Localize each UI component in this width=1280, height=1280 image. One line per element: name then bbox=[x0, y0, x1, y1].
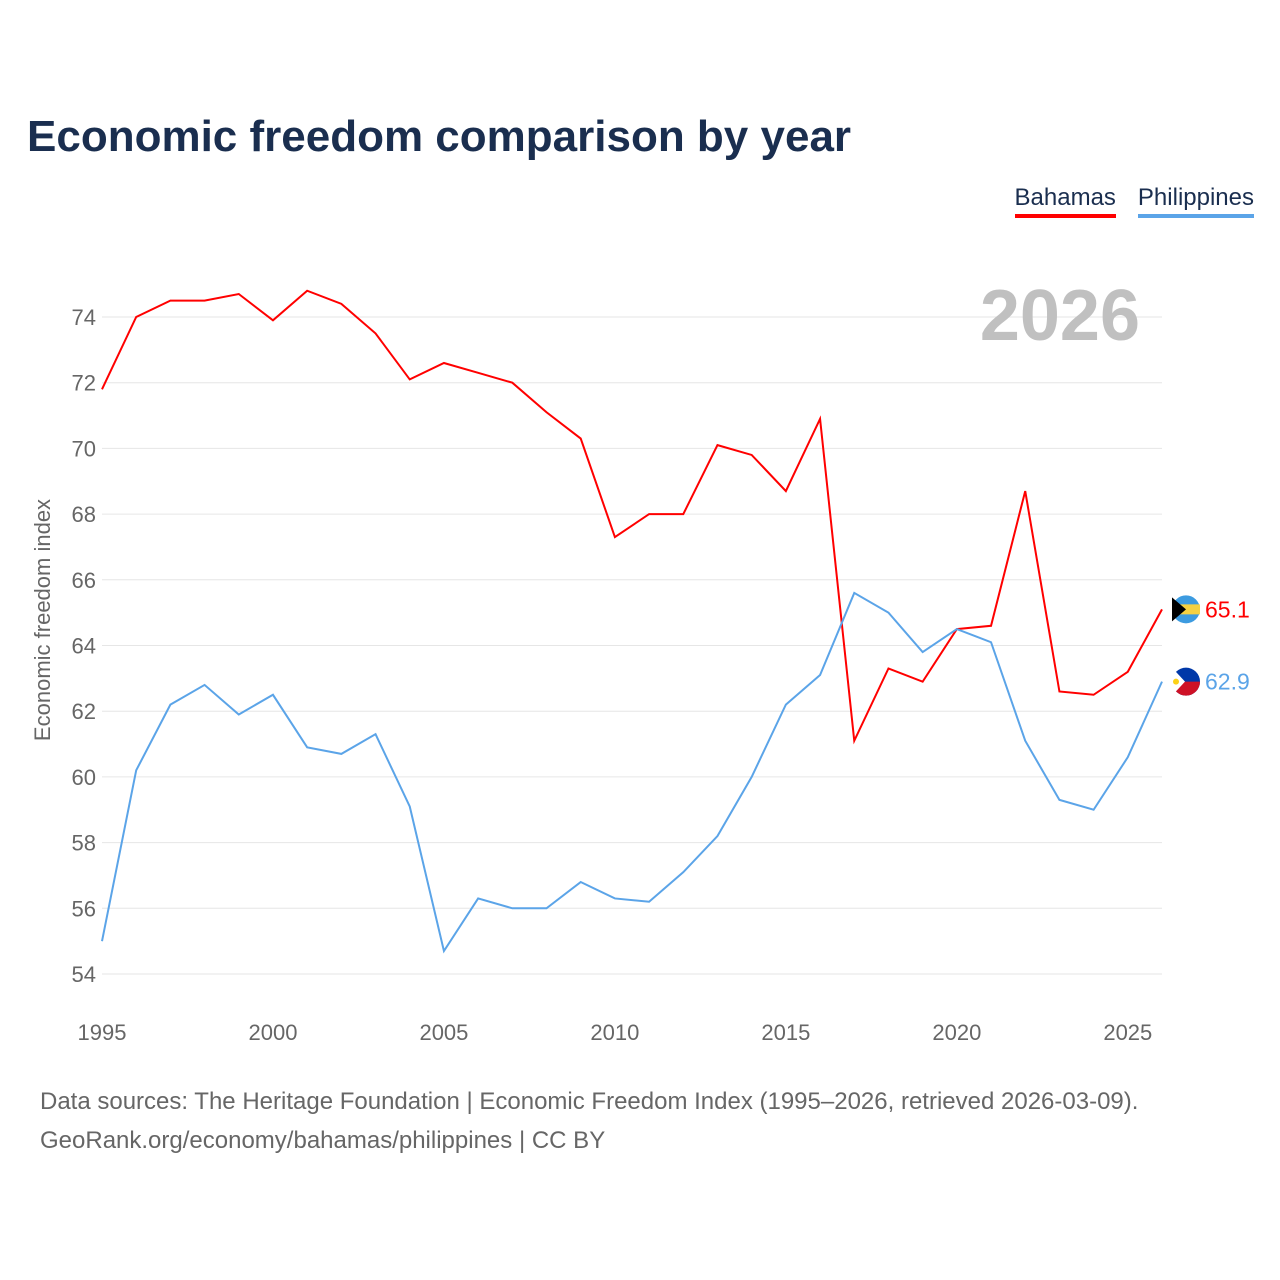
x-tick-label: 2005 bbox=[419, 1020, 468, 1045]
y-tick-label: 60 bbox=[72, 765, 96, 790]
philippines-flag-sun bbox=[1173, 678, 1179, 685]
x-tick-label: 2015 bbox=[761, 1020, 810, 1045]
y-tick-label: 74 bbox=[72, 305, 96, 330]
end-value-label: 65.1 bbox=[1205, 596, 1250, 622]
year-watermark: 2026 bbox=[980, 276, 1140, 356]
y-tick-label: 58 bbox=[72, 831, 96, 856]
legend-bahamas[interactable]: Bahamas bbox=[1014, 184, 1116, 218]
y-axis-label: Economic freedom index bbox=[30, 499, 55, 741]
series-line-philippines bbox=[101, 591, 1163, 954]
x-tick-label: 2000 bbox=[248, 1020, 297, 1045]
legend: Bahamas Philippines bbox=[1014, 184, 1254, 218]
y-tick-label: 68 bbox=[72, 502, 96, 527]
end-value-label: 62.9 bbox=[1205, 669, 1250, 695]
y-tick-label: 62 bbox=[72, 699, 96, 724]
footer-attribution: GeoRank.org/economy/bahamas/philippines … bbox=[40, 1127, 606, 1154]
y-tick-label: 54 bbox=[72, 962, 96, 987]
y-tick-label: 72 bbox=[72, 371, 96, 396]
y-tick-label: 66 bbox=[72, 568, 96, 593]
y-tick-label: 64 bbox=[72, 634, 96, 659]
y-tick-label: 56 bbox=[72, 896, 96, 921]
x-tick-label: 1995 bbox=[78, 1020, 127, 1045]
series-line-bahamas bbox=[101, 289, 1163, 745]
chart-title: Economic freedom comparison by year bbox=[27, 112, 852, 161]
y-tick-label: 70 bbox=[72, 436, 96, 461]
x-tick-label: 2020 bbox=[932, 1020, 981, 1045]
x-tick-label: 2010 bbox=[590, 1020, 639, 1045]
legend-philippines[interactable]: Philippines bbox=[1137, 184, 1254, 218]
x-tick-label: 2025 bbox=[1103, 1020, 1152, 1045]
footer-sources: Data sources: The Heritage Foundation | … bbox=[40, 1088, 1139, 1115]
bahamas-flag-triangle bbox=[1172, 597, 1186, 622]
